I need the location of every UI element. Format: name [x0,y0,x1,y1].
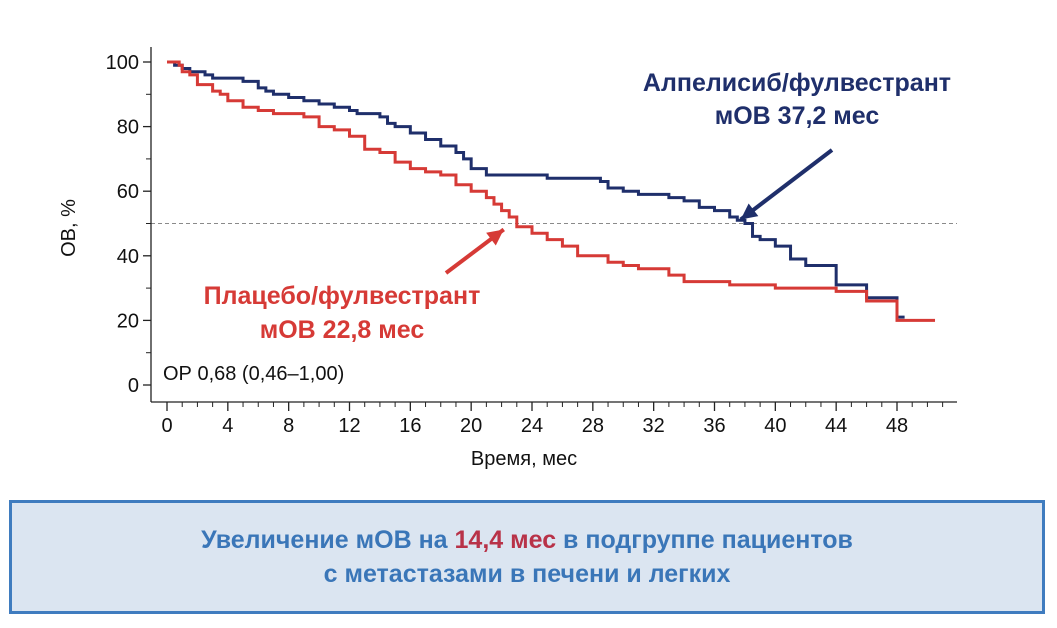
summary-line-1-end: в подгруппе пациентов [556,526,853,554]
x-tick-label: 16 [399,415,421,437]
alpelisib-series-label: Алпелисиб/фулвестрант [643,69,951,97]
y-tick-label: 80 [117,117,139,139]
placebo-curve [167,60,936,322]
x-tick-label: 12 [338,415,360,437]
x-tick-label: 48 [886,415,908,437]
alpelisib-median-arrow-shaft [739,148,834,222]
y-tick-label: 60 [117,181,139,203]
summary-line-1: Увеличение мОВ на 14,4 мес в подгруппе п… [201,523,853,557]
alpelisib-curve [167,60,905,319]
y-tick-label: 40 [117,246,139,268]
x-tick-label: 36 [703,415,725,437]
survival-curves [167,60,936,322]
x-tick-label: 20 [460,415,482,437]
placebo-median-label: мОВ 22,8 мес [260,316,425,344]
y-axis-title: ОВ, % [58,199,80,257]
alpelisib-median-arrow-head [740,203,759,220]
placebo-median-arrow-head [486,229,504,246]
x-tick-label: 32 [643,415,665,437]
summary-line-1-start: Увеличение мОВ на [201,526,455,554]
x-tick-label: 28 [582,415,604,437]
x-tick-label: 24 [521,415,543,437]
summary-banner: Увеличение мОВ на 14,4 мес в подгруппе п… [9,500,1045,614]
alpelisib-median-label: мОВ 37,2 мес [715,102,880,130]
x-tick-label: 8 [283,415,294,437]
summary-line-2: с метастазами в печени и легких [323,560,731,588]
y-tick-label: 100 [106,52,139,74]
x-tick-label: 0 [161,415,172,437]
x-tick-label: 4 [222,415,233,437]
y-tick-label: 20 [117,310,139,332]
y-tick-label: 0 [128,375,139,397]
placebo-series-label: Плацебо/фулвестрант [204,282,481,310]
summary-highlight-value: 14,4 мес [454,526,557,554]
x-tick-label: 44 [825,415,847,437]
hazard-ratio-label: ОР 0,68 (0,46–1,00) [163,363,344,385]
median-arrows [444,148,834,275]
x-axis-title: Время, мес [471,448,577,470]
chart-text: Время, мес ОВ, % ОР 0,68 (0,46–1,00) Алп… [58,69,951,470]
x-tick-label: 40 [764,415,786,437]
